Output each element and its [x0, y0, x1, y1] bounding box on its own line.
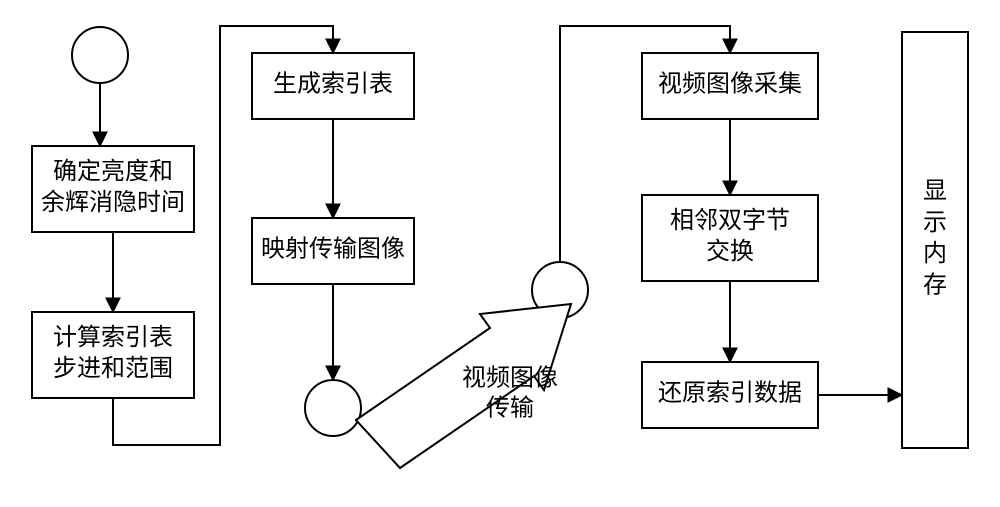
transmission-label-1: 传输 — [486, 395, 534, 422]
start — [72, 27, 128, 83]
box4-label-0: 映射传输图像 — [261, 236, 405, 263]
box8-label-3: 存 — [923, 271, 947, 298]
box8-label-1: 示 — [923, 210, 947, 236]
box8 — [902, 32, 968, 448]
box8-label-2: 内 — [923, 240, 947, 267]
box7-label-0: 还原索引数据 — [658, 380, 802, 407]
box6-label-1: 交换 — [706, 238, 754, 265]
box3-label-0: 生成索引表 — [273, 71, 393, 98]
box8-label-0: 显 — [923, 179, 947, 205]
transmission-label-0: 视频图像 — [462, 365, 558, 392]
box2-label-0: 计算索引表 — [53, 324, 173, 351]
box2-label-1: 步进和范围 — [53, 355, 173, 382]
box6-label-0: 相邻双字节 — [670, 207, 790, 234]
box5-label-0: 视频图像采集 — [658, 71, 802, 98]
box1-label-0: 确定亮度和 — [53, 158, 173, 185]
box1-label-1: 余辉消隐时间 — [41, 189, 185, 216]
end1 — [305, 380, 361, 436]
